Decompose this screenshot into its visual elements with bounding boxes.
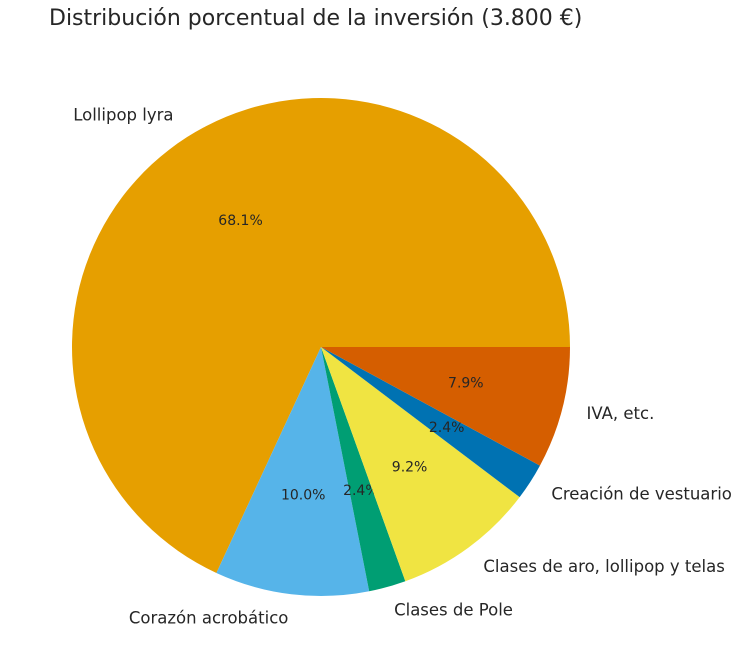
pie-slice [71,97,571,573]
slice-category-label: IVA, etc. [587,404,655,423]
pie-slice [321,347,520,582]
pie-slice [321,347,570,466]
slice-category-label: Lollipop lyra [73,106,173,125]
slice-percent-label: 2.4% [429,420,465,436]
pie-slice [216,347,370,597]
slice-percent-label: 9.2% [392,459,428,475]
slice-category-label: Clases de aro, lollipop y telas [483,557,724,576]
slice-percent-label: 10.0% [281,487,325,503]
slice-category-label: Clases de Pole [394,600,513,619]
chart-title: Distribución porcentual de la inversión … [49,6,583,31]
slice-percent-label: 68.1% [218,213,262,229]
slice-percent-label: 2.4% [343,483,379,499]
pie-slice [321,347,540,498]
slice-category-label: Corazón acrobático [129,608,288,627]
slice-percent-label: 7.9% [448,376,484,392]
slice-category-label: Creación de vestuario [551,485,732,504]
pie-slice [321,347,406,592]
